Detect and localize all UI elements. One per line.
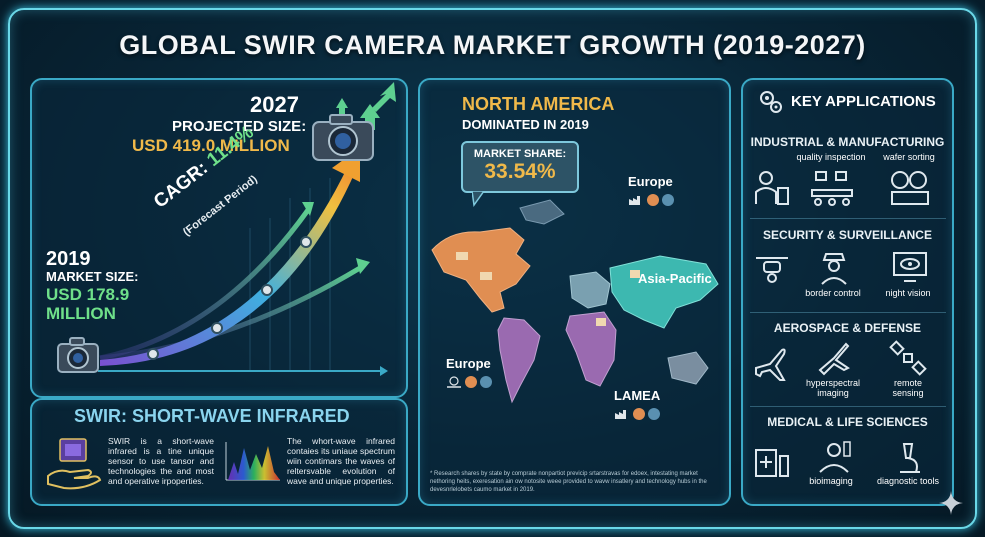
app-border-control: border control <box>805 288 861 298</box>
map-label-lamea: LAMEA <box>614 388 661 403</box>
factory-icon <box>615 410 626 419</box>
applications-panel <box>741 78 954 506</box>
wafer-sorter-icon <box>891 171 929 205</box>
market-size-label: MARKET SIZE: <box>46 269 139 284</box>
gears-icon <box>760 91 782 113</box>
growth-arrows-graphic <box>98 82 396 376</box>
growth-point <box>300 236 312 248</box>
world-map-graphic <box>431 199 719 404</box>
doctor-icon <box>819 441 851 473</box>
projected-size-label: PROJECTED SIZE: <box>172 118 307 135</box>
region-dots <box>628 194 674 206</box>
camera-icon <box>312 114 374 161</box>
swir-title: SWIR: SHORT-WAVE INFRARED <box>74 406 350 426</box>
growth-point <box>147 348 159 360</box>
section-medical-title: MEDICAL & LIFE SCIENCES <box>767 415 928 429</box>
worker-icon <box>755 171 789 205</box>
app-quality-inspection: quality inspection <box>796 152 866 162</box>
map-label-asia-pacific: Asia-Pacific <box>638 271 712 286</box>
sensor-hand-icon <box>47 438 102 490</box>
airplane-icon <box>755 348 786 381</box>
swir-description-left: SWIR is a short-wave infrared is a tine … <box>108 436 214 486</box>
market-share-value: 33.54% <box>484 160 556 183</box>
app-remote-sensing: remote sensing <box>892 378 924 398</box>
conveyor-belt-icon <box>811 171 853 206</box>
dot-orange <box>647 194 659 206</box>
dot-blue <box>480 376 492 388</box>
australia-region <box>667 351 709 385</box>
region-subhead: DOMINATED IN 2019 <box>462 117 589 132</box>
hand-globe-icon <box>447 376 461 388</box>
app-wafer-sorting: wafer sorting <box>883 152 935 162</box>
map-label-europe-bottom: Europe <box>446 356 491 371</box>
page-title: GLOBAL SWIR CAMERA MARKET GROWTH (2019-2… <box>119 30 866 60</box>
growth-point <box>211 322 223 334</box>
drone-icon <box>756 257 788 283</box>
south-america-region <box>497 317 541 404</box>
callout-pointer <box>472 191 485 207</box>
map-label-europe-top: Europe <box>628 174 673 189</box>
section-aerospace-title: AEROSPACE & DEFENSE <box>773 321 922 335</box>
night-vision-monitor-icon <box>893 252 927 282</box>
market-share-callout: MARKET SHARE: 33.54% <box>461 141 579 193</box>
fighter-jet-icon <box>818 342 850 376</box>
year-2019: 2019 <box>46 248 91 270</box>
applications-title: KEY APPLICATIONS <box>791 93 936 110</box>
spectrum-graph-icon <box>225 442 280 481</box>
app-diagnostic-tools: diagnostic tools <box>876 476 940 486</box>
region-dots <box>614 408 660 420</box>
projected-size-value: USD 419.0 MILLION <box>132 136 290 155</box>
asia-pacific-region <box>609 255 719 329</box>
dot-blue <box>662 194 674 206</box>
app-bioimaging: bioimaging <box>809 476 853 486</box>
europe-region <box>569 271 611 309</box>
dot-orange <box>465 376 477 388</box>
swir-panel <box>30 398 408 506</box>
app-hyperspectral-imaging: hyperspectral imaging <box>805 378 861 398</box>
outer-frame <box>8 8 977 529</box>
region-dots <box>446 376 492 388</box>
section-divider <box>750 406 946 407</box>
dot-blue <box>648 408 660 420</box>
swir-description-right: The whort-wave infrared contaies its uni… <box>287 436 395 486</box>
satellite-icon <box>889 340 927 376</box>
section-divider <box>750 312 946 313</box>
section-divider <box>750 218 946 219</box>
microscope-icon <box>900 443 920 473</box>
medical-kit-icon <box>755 449 789 477</box>
sparkle-icon <box>939 491 963 515</box>
north-america-region <box>431 227 531 313</box>
factory-icon <box>629 196 640 205</box>
growth-point <box>261 284 273 296</box>
africa-region <box>565 311 617 387</box>
camera-icon <box>57 337 99 373</box>
year-2027: 2027 <box>250 92 299 117</box>
guard-icon <box>821 253 847 285</box>
market-share-label: MARKET SHARE: <box>473 148 567 160</box>
map-footnote: * Research shares by state by comprate n… <box>430 471 707 493</box>
app-night-vision: night vision <box>885 288 931 298</box>
region-headline: NORTH AMERICA <box>462 94 615 114</box>
dot-orange <box>633 408 645 420</box>
section-security-title: SECURITY & SURVEILLANCE <box>763 228 932 242</box>
market-size-value: USD 178.9 MILLION <box>46 285 130 323</box>
section-industrial-title: INDUSTRIAL & MANUFACTURING <box>750 135 945 149</box>
